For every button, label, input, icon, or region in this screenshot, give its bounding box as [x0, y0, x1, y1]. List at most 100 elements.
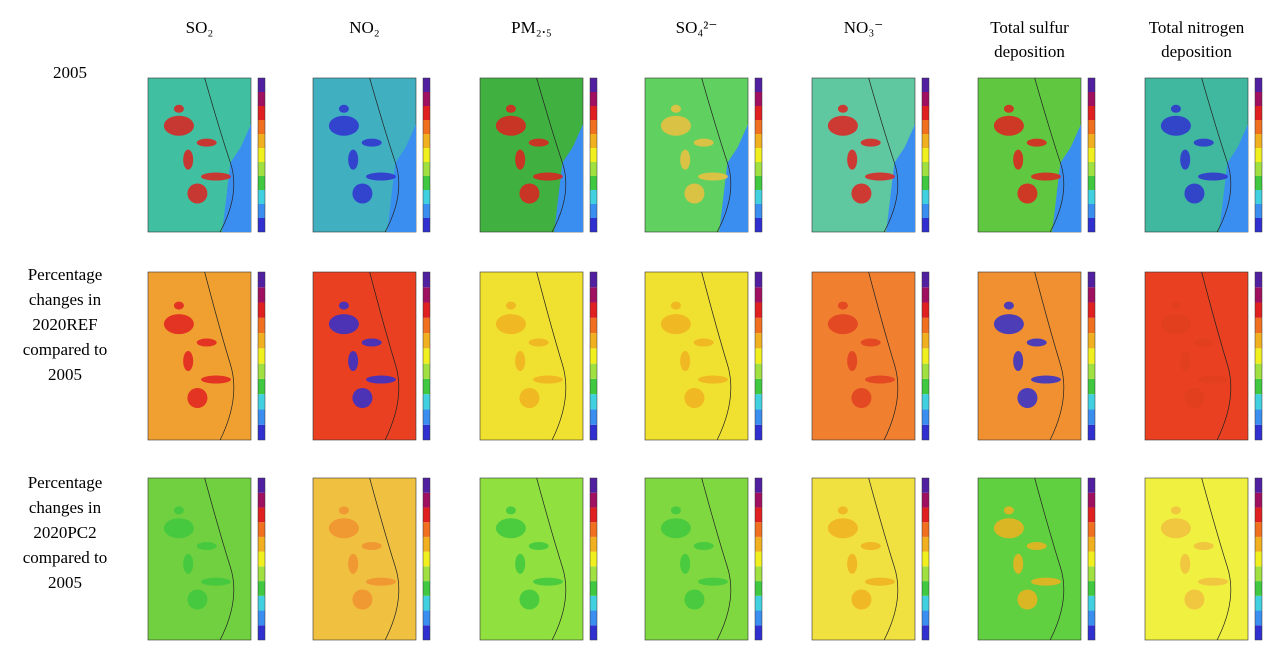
map-blob: [684, 183, 705, 204]
colorbar-segment: [1088, 348, 1095, 364]
map-panel: [479, 271, 584, 441]
map-blob: [851, 183, 872, 204]
colorbar-segment: [755, 409, 762, 425]
map-blob: [196, 542, 217, 551]
colorbar-segment: [590, 625, 597, 640]
colorbar-segment: [1088, 287, 1095, 303]
coastline: [204, 77, 235, 233]
colorbar-segment: [590, 204, 597, 218]
colorbar-segment: [423, 595, 430, 611]
map-blob: [338, 301, 349, 310]
map-blob: [196, 338, 217, 347]
colorbar-segment: [423, 176, 430, 190]
coastline: [204, 477, 235, 641]
colorbar-segment: [258, 625, 265, 640]
colorbar-segment: [258, 317, 265, 334]
colorbar-segment: [258, 566, 265, 582]
colorbar-segment: [1255, 106, 1262, 120]
colorbar-frame: [422, 477, 431, 641]
colorbar-segment: [1088, 204, 1095, 218]
colorbar-segment: [1255, 536, 1262, 552]
map-blob: [352, 388, 373, 408]
map-blob: [328, 314, 359, 335]
colorbar-segment: [1255, 394, 1262, 410]
colorbar-segment: [1255, 162, 1262, 176]
colorbar-segment: [922, 218, 929, 232]
colorbar-frame: [1087, 477, 1096, 641]
colorbar-segment: [423, 536, 430, 552]
colorbar-frame: [257, 77, 266, 233]
colorbar-segment: [590, 190, 597, 204]
colorbar-segment: [1088, 394, 1095, 410]
map-blob: [519, 183, 540, 204]
colorbar-segment: [258, 92, 265, 106]
colorbar-segment: [1088, 492, 1095, 508]
map-blob: [532, 577, 563, 586]
map-panel: [312, 271, 417, 441]
colorbar-segment: [922, 302, 929, 318]
map-blob: [352, 183, 373, 204]
map-blob: [680, 553, 691, 574]
coastline: [369, 77, 400, 233]
colorbar-segment: [590, 536, 597, 552]
colorbar-segment: [755, 148, 762, 162]
colorbar-segment: [1255, 317, 1262, 334]
colorbar-segment: [922, 348, 929, 364]
colorbar-segment: [1088, 566, 1095, 582]
colorbar-segment: [755, 162, 762, 176]
colorbar-segment: [1088, 78, 1095, 92]
colorbar-segment: [922, 317, 929, 334]
map-blob: [196, 138, 217, 147]
colorbar-segment: [922, 507, 929, 523]
colorbar-segment: [423, 378, 430, 395]
map-blob: [1003, 301, 1014, 310]
map-blob: [693, 338, 714, 347]
colorbar-segment: [1088, 302, 1095, 318]
coastline: [1034, 477, 1065, 641]
colorbar-segment: [1088, 148, 1095, 162]
colorbar-segment: [590, 106, 597, 120]
coastline: [1034, 271, 1065, 441]
map-blob: [495, 115, 526, 136]
coastline: [868, 77, 899, 233]
colorbar-segment: [1255, 378, 1262, 395]
colorbar-segment: [755, 507, 762, 523]
map-blob: [163, 314, 194, 335]
colorbar-segment: [922, 363, 929, 379]
map-blob: [1170, 506, 1181, 515]
map-blob: [1170, 104, 1181, 113]
map-blob: [1180, 553, 1191, 574]
map-blob: [847, 351, 858, 372]
colorbar-segment: [258, 409, 265, 425]
colorbar-segment: [1255, 272, 1262, 288]
colorbar-segment: [423, 78, 430, 92]
map-blob: [1170, 301, 1181, 310]
map-blob: [851, 589, 872, 610]
colorbar-segment: [590, 218, 597, 232]
colorbar-segment: [922, 409, 929, 425]
colorbar-segment: [755, 492, 762, 508]
map-blob: [864, 375, 895, 384]
colorbar-segment: [1255, 551, 1262, 567]
colorbar-segment: [755, 218, 762, 232]
colorbar-segment: [423, 92, 430, 106]
colorbar-segment: [755, 566, 762, 582]
colorbar-segment: [1088, 92, 1095, 106]
colorbar-segment: [423, 218, 430, 232]
coastline: [701, 271, 732, 441]
colorbar-segment: [1255, 176, 1262, 190]
colorbar-segment: [1255, 610, 1262, 626]
colorbar-segment: [590, 162, 597, 176]
colorbar-segment: [590, 394, 597, 410]
colorbar-segment: [258, 595, 265, 611]
colorbar-segment: [258, 507, 265, 523]
map-blob: [173, 506, 184, 515]
colorbar-segment: [423, 120, 430, 134]
colorbar-segment: [922, 190, 929, 204]
column-header: NO₂: [349, 18, 380, 37]
map-blob: [1160, 314, 1191, 335]
colorbar-segment: [1255, 595, 1262, 611]
map-panel: [811, 271, 916, 441]
map-blob: [1197, 375, 1228, 384]
